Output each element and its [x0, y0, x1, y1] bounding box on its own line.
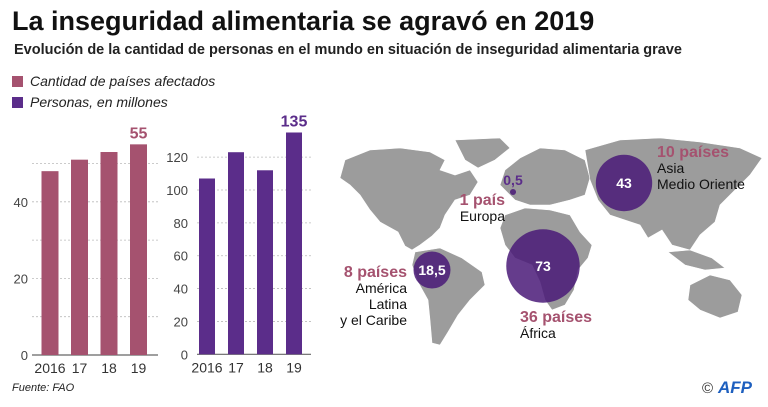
bar-2016: [41, 171, 59, 355]
x-tick-label: 17: [72, 360, 88, 376]
legend-swatch-countries: [12, 76, 23, 87]
page-title: La inseguridad alimentaria se agravó en …: [12, 6, 595, 36]
region-name-label: Asia: [657, 160, 684, 176]
copyright-symbol: ©: [702, 380, 714, 397]
region-bubble: [509, 188, 517, 196]
bar-19: [286, 132, 302, 355]
legend-label-people: Personas, en millones: [30, 94, 168, 110]
map-north-america: [339, 147, 479, 251]
map-greenland: [454, 137, 511, 169]
y-tick-label: 0: [181, 347, 188, 362]
source-note: Fuente: FAO: [12, 382, 75, 394]
region-name-label: Europa: [460, 208, 505, 224]
region-countries-label: 1 país: [460, 192, 505, 209]
bubble-value: 43: [616, 175, 632, 191]
region-bubble: [595, 154, 653, 212]
bar-17: [228, 152, 244, 355]
x-tick-label: 2016: [191, 359, 222, 375]
region-name-label: África: [520, 325, 556, 341]
bubble-value: 0,5: [503, 172, 523, 188]
y-tick-label: 60: [174, 249, 188, 264]
region-countries-label: 36 países: [520, 309, 592, 326]
y-tick-label: 20: [174, 314, 188, 329]
bubble-value: 18,5: [418, 262, 445, 278]
subtitle: Evolución de la cantidad de personas en …: [14, 42, 682, 58]
afp-logo: AFP: [718, 378, 752, 397]
region-name-label: Latina: [369, 296, 407, 312]
highlight-value-label: 55: [130, 125, 148, 142]
region-bubble: [506, 229, 580, 303]
y-tick-label: 120: [166, 150, 188, 165]
legend-swatch-people: [12, 97, 23, 108]
y-tick-label: 40: [14, 195, 28, 210]
y-tick-label: 100: [166, 183, 188, 198]
highlight-value-label: 135: [281, 113, 308, 130]
bar-2016: [199, 178, 215, 355]
x-tick-label: 18: [101, 360, 117, 376]
x-tick-label: 19: [286, 359, 302, 375]
region-name-label: y el Caribe: [340, 312, 407, 328]
region-countries-label: 10 países: [657, 144, 729, 161]
y-tick-label: 80: [174, 216, 188, 231]
map-australia: [687, 274, 743, 319]
y-tick-label: 20: [14, 271, 28, 286]
region-bubble: [413, 251, 451, 289]
x-tick-label: 2016: [34, 360, 65, 376]
bar-18: [257, 170, 273, 355]
bar-18: [100, 152, 118, 355]
y-tick-label: 0: [21, 348, 28, 363]
x-tick-label: 18: [257, 359, 273, 375]
region-countries-label: 8 países: [344, 264, 407, 281]
bubble-value: 73: [535, 258, 551, 274]
y-tick-label: 40: [174, 282, 188, 297]
x-tick-label: 17: [228, 359, 244, 375]
legend-label-countries: Cantidad de países afectados: [30, 73, 216, 89]
region-name-label: Medio Oriente: [657, 176, 745, 192]
bar-19: [130, 144, 147, 355]
map-se-asia: [667, 249, 726, 271]
x-tick-label: 19: [131, 360, 147, 376]
bar-17: [71, 159, 88, 355]
region-name-label: América: [356, 280, 408, 296]
